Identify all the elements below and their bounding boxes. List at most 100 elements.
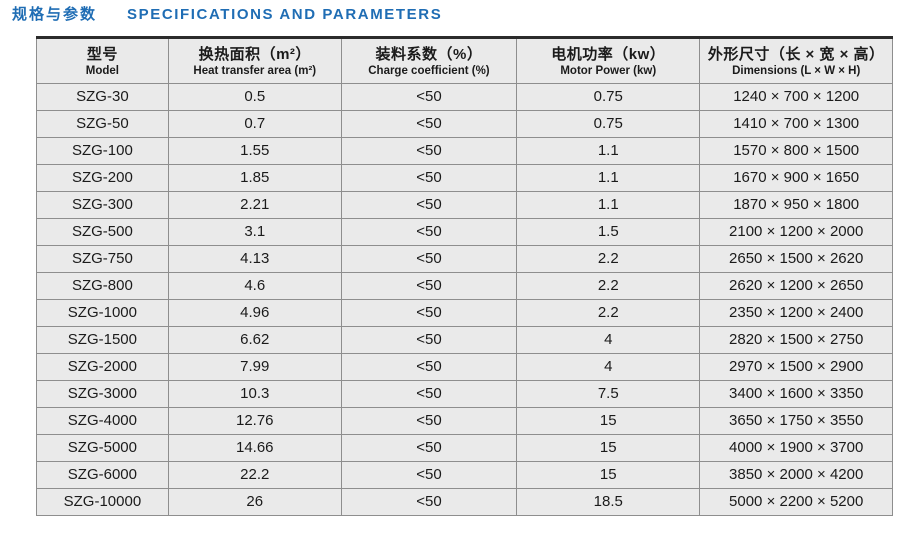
model-cell: SZG-1500: [36, 326, 169, 354]
heat-transfer-area-cell: 3.1: [167, 218, 342, 246]
charge-coefficient-cell: <50: [340, 137, 518, 165]
column-header-charge-coefficient-zh: 装料系数（%）: [375, 45, 483, 63]
column-header-model-zh: 型号: [86, 45, 118, 63]
dimensions-cell: 1240 × 700 × 1200: [699, 83, 893, 111]
motor-power-cell: 7.5: [516, 380, 701, 408]
motor-power-cell: 0.75: [516, 83, 701, 111]
charge-coefficient-cell: <50: [340, 299, 518, 327]
heat-transfer-area-cell: 1.85: [167, 164, 342, 192]
motor-power-cell: 4: [516, 353, 701, 381]
motor-power-cell: 18.5: [516, 488, 701, 516]
heat-transfer-area-cell: 1.55: [167, 137, 342, 165]
dimensions-cell: 1670 × 900 × 1650: [699, 164, 893, 192]
table-row: SZG-6000 22.2 <50 15 3850 × 2000 × 4200: [36, 461, 893, 489]
table-row: SZG-10000 26 <50 18.5 5000 × 2200 × 5200: [36, 488, 893, 516]
motor-power-cell: 15: [516, 461, 701, 489]
model-cell: SZG-30: [36, 83, 169, 111]
column-header-motor-power-zh: 电机功率（kw）: [551, 45, 666, 63]
dimensions-cell: 2350 × 1200 × 2400: [699, 299, 893, 327]
dimensions-cell: 1410 × 700 × 1300: [699, 110, 893, 138]
header-row: 型号 Model 换热面积（m²） Heat transfer area (m²…: [36, 37, 893, 84]
column-header-dimensions-en: Dimensions (L × W × H): [732, 64, 861, 77]
charge-coefficient-cell: <50: [340, 488, 518, 516]
motor-power-cell: 0.75: [516, 110, 701, 138]
dimensions-cell: 5000 × 2200 × 5200: [699, 488, 893, 516]
model-cell: SZG-200: [36, 164, 169, 192]
model-cell: SZG-2000: [36, 353, 169, 381]
motor-power-cell: 15: [516, 407, 701, 435]
table-row: SZG-200 1.85 <50 1.1 1670 × 900 × 1650: [36, 164, 893, 192]
charge-coefficient-cell: <50: [340, 110, 518, 138]
specifications-table-header: 型号 Model 换热面积（m²） Heat transfer area (m²…: [36, 37, 893, 84]
column-header-dimensions: 外形尺寸（长 × 宽 × 高） Dimensions (L × W × H): [699, 37, 893, 84]
table-row: SZG-3000 10.3 <50 7.5 3400 × 1600 × 3350: [36, 380, 893, 408]
dimensions-cell: 3850 × 2000 × 4200: [699, 461, 893, 489]
motor-power-cell: 1.1: [516, 191, 701, 219]
column-header-dimensions-zh: 外形尺寸（长 × 宽 × 高）: [707, 45, 885, 63]
charge-coefficient-cell: <50: [340, 407, 518, 435]
charge-coefficient-cell: <50: [340, 353, 518, 381]
motor-power-cell: 1.1: [516, 164, 701, 192]
charge-coefficient-cell: <50: [340, 461, 518, 489]
charge-coefficient-cell: <50: [340, 380, 518, 408]
column-header-motor-power: 电机功率（kw） Motor Power (kw): [516, 37, 701, 84]
motor-power-cell: 2.2: [516, 272, 701, 300]
model-cell: SZG-500: [36, 218, 169, 246]
dimensions-cell: 2650 × 1500 × 2620: [699, 245, 893, 273]
heat-transfer-area-cell: 22.2: [167, 461, 342, 489]
dimensions-cell: 3400 × 1600 × 3350: [699, 380, 893, 408]
heat-transfer-area-cell: 4.6: [167, 272, 342, 300]
dimensions-cell: 1870 × 950 × 1800: [699, 191, 893, 219]
dimensions-cell: 2970 × 1500 × 2900: [699, 353, 893, 381]
page-title: 规格与参数 SPECIFICATIONS AND PARAMETERS: [10, 3, 893, 25]
model-cell: SZG-800: [36, 272, 169, 300]
heat-transfer-area-cell: 14.66: [167, 434, 342, 462]
table-row: SZG-800 4.6 <50 2.2 2620 × 1200 × 2650: [36, 272, 893, 300]
model-cell: SZG-1000: [36, 299, 169, 327]
heat-transfer-area-cell: 26: [167, 488, 342, 516]
table-row: SZG-1500 6.62 <50 4 2820 × 1500 × 2750: [36, 326, 893, 354]
model-cell: SZG-3000: [36, 380, 169, 408]
table-row: SZG-2000 7.99 <50 4 2970 × 1500 × 2900: [36, 353, 893, 381]
motor-power-cell: 2.2: [516, 299, 701, 327]
page-title-english: SPECIFICATIONS AND PARAMETERS: [127, 6, 443, 23]
column-header-model: 型号 Model: [36, 37, 169, 84]
column-header-heat-transfer-area-zh: 换热面积（m²）: [198, 45, 311, 63]
table-row: SZG-300 2.21 <50 1.1 1870 × 950 × 1800: [36, 191, 893, 219]
dimensions-cell: 2100 × 1200 × 2000: [699, 218, 893, 246]
table-row: SZG-30 0.5 <50 0.75 1240 × 700 × 1200: [36, 83, 893, 111]
heat-transfer-area-cell: 4.13: [167, 245, 342, 273]
motor-power-cell: 4: [516, 326, 701, 354]
charge-coefficient-cell: <50: [340, 434, 518, 462]
charge-coefficient-cell: <50: [340, 191, 518, 219]
model-cell: SZG-750: [36, 245, 169, 273]
heat-transfer-area-cell: 2.21: [167, 191, 342, 219]
dimensions-cell: 4000 × 1900 × 3700: [699, 434, 893, 462]
column-header-motor-power-en: Motor Power (kw): [560, 64, 657, 77]
heat-transfer-area-cell: 7.99: [167, 353, 342, 381]
dimensions-cell: 3650 × 1750 × 3550: [699, 407, 893, 435]
heat-transfer-area-cell: 12.76: [167, 407, 342, 435]
charge-coefficient-cell: <50: [340, 245, 518, 273]
motor-power-cell: 1.1: [516, 137, 701, 165]
model-cell: SZG-300: [36, 191, 169, 219]
model-cell: SZG-4000: [36, 407, 169, 435]
model-cell: SZG-50: [36, 110, 169, 138]
table-row: SZG-100 1.55 <50 1.1 1570 × 800 × 1500: [36, 137, 893, 165]
heat-transfer-area-cell: 4.96: [167, 299, 342, 327]
model-cell: SZG-100: [36, 137, 169, 165]
table-row: SZG-750 4.13 <50 2.2 2650 × 1500 × 2620: [36, 245, 893, 273]
dimensions-cell: 1570 × 800 × 1500: [699, 137, 893, 165]
table-row: SZG-5000 14.66 <50 15 4000 × 1900 × 3700: [36, 434, 893, 462]
heat-transfer-area-cell: 6.62: [167, 326, 342, 354]
dimensions-cell: 2820 × 1500 × 2750: [699, 326, 893, 354]
column-header-model-en: Model: [85, 64, 120, 77]
column-header-charge-coefficient: 装料系数（%） Charge coefficient (%): [340, 37, 518, 84]
model-cell: SZG-5000: [36, 434, 169, 462]
column-header-heat-transfer-area-en: Heat transfer area (m²): [193, 64, 317, 77]
charge-coefficient-cell: <50: [340, 326, 518, 354]
page-title-chinese: 规格与参数: [12, 6, 98, 23]
charge-coefficient-cell: <50: [340, 218, 518, 246]
motor-power-cell: 2.2: [516, 245, 701, 273]
